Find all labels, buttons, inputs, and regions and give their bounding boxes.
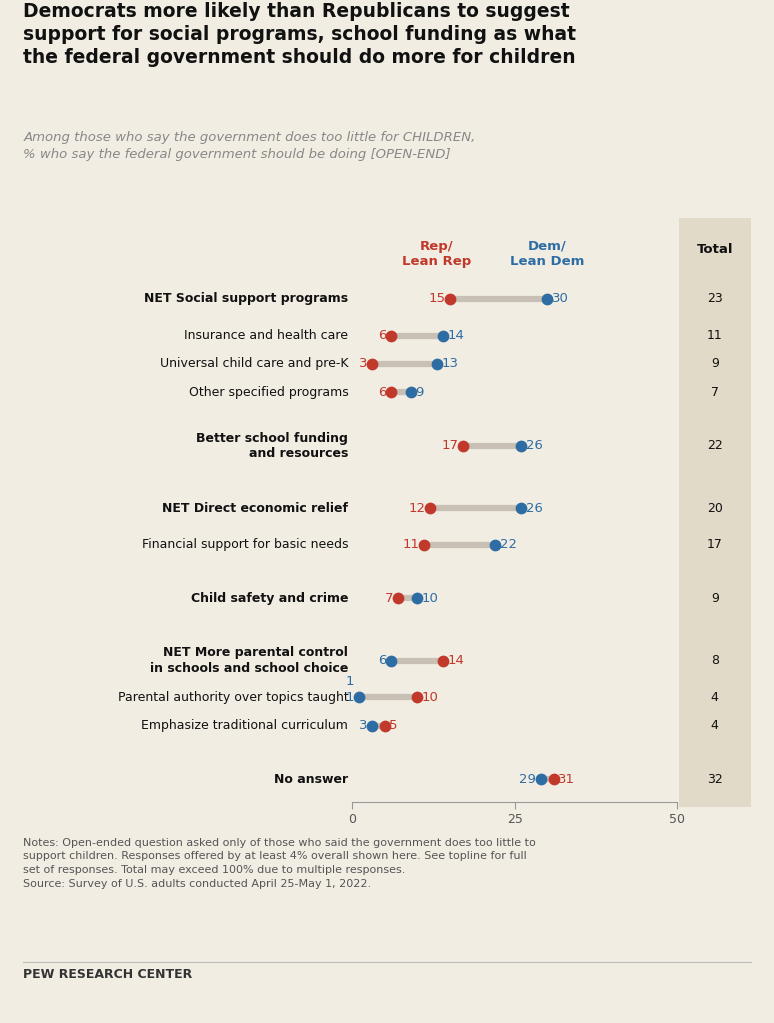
Point bbox=[405, 384, 417, 400]
Text: 30: 30 bbox=[552, 293, 569, 305]
Text: Emphasize traditional curriculum: Emphasize traditional curriculum bbox=[142, 719, 348, 732]
Point bbox=[424, 500, 437, 517]
Text: 6: 6 bbox=[378, 654, 387, 667]
Text: 11: 11 bbox=[707, 329, 723, 342]
Text: 3: 3 bbox=[358, 357, 367, 370]
Text: 11: 11 bbox=[402, 538, 420, 551]
Text: Notes: Open-ended question asked only of those who said the government does too : Notes: Open-ended question asked only of… bbox=[23, 838, 536, 889]
Point bbox=[515, 438, 527, 454]
Text: 9: 9 bbox=[415, 386, 423, 399]
Text: 8: 8 bbox=[711, 654, 719, 667]
Point bbox=[378, 717, 391, 733]
Text: 7: 7 bbox=[385, 592, 393, 605]
Text: 17: 17 bbox=[441, 439, 458, 452]
Text: 1: 1 bbox=[346, 691, 354, 704]
Text: Total: Total bbox=[697, 242, 733, 256]
Text: Parental authority over topics taught: Parental authority over topics taught bbox=[118, 691, 348, 704]
Text: 13: 13 bbox=[441, 357, 458, 370]
Point bbox=[352, 690, 365, 706]
Point bbox=[411, 690, 423, 706]
Text: NET More parental control
in schools and school choice: NET More parental control in schools and… bbox=[150, 647, 348, 675]
Text: 10: 10 bbox=[422, 592, 439, 605]
Text: 26: 26 bbox=[526, 439, 543, 452]
Point bbox=[430, 356, 443, 372]
Point bbox=[385, 384, 397, 400]
Text: Other specified programs: Other specified programs bbox=[189, 386, 348, 399]
Text: 9: 9 bbox=[711, 592, 719, 605]
Text: 7: 7 bbox=[711, 386, 719, 399]
Text: Child safety and crime: Child safety and crime bbox=[191, 592, 348, 605]
Point bbox=[444, 291, 456, 307]
Point bbox=[547, 771, 560, 788]
Text: Universal child care and pre-K: Universal child care and pre-K bbox=[159, 357, 348, 370]
Text: 26: 26 bbox=[526, 501, 543, 515]
Text: Rep/
Lean Rep: Rep/ Lean Rep bbox=[402, 239, 471, 268]
Text: 32: 32 bbox=[707, 773, 723, 786]
Point bbox=[437, 653, 450, 669]
Point bbox=[385, 653, 397, 669]
Text: Financial support for basic needs: Financial support for basic needs bbox=[142, 538, 348, 551]
Point bbox=[365, 717, 378, 733]
Point bbox=[437, 327, 450, 344]
Text: 14: 14 bbox=[447, 654, 464, 667]
Text: 6: 6 bbox=[378, 386, 387, 399]
Text: Among those who say the government does too little for CHILDREN,
% who say the f: Among those who say the government does … bbox=[23, 131, 475, 161]
Text: Insurance and health care: Insurance and health care bbox=[184, 329, 348, 342]
Point bbox=[541, 291, 553, 307]
Point bbox=[385, 327, 397, 344]
Text: PEW RESEARCH CENTER: PEW RESEARCH CENTER bbox=[23, 968, 193, 981]
Text: NET Direct economic relief: NET Direct economic relief bbox=[163, 501, 348, 515]
Point bbox=[365, 356, 378, 372]
Text: 22: 22 bbox=[500, 538, 517, 551]
Point bbox=[515, 500, 527, 517]
Text: Better school funding
and resources: Better school funding and resources bbox=[197, 432, 348, 460]
Point bbox=[417, 537, 430, 553]
Text: 9: 9 bbox=[711, 357, 719, 370]
Text: 3: 3 bbox=[358, 719, 367, 732]
Text: 4: 4 bbox=[711, 719, 719, 732]
Point bbox=[535, 771, 547, 788]
Point bbox=[457, 438, 469, 454]
Text: 17: 17 bbox=[707, 538, 723, 551]
Text: 22: 22 bbox=[707, 439, 723, 452]
Text: 6: 6 bbox=[378, 329, 387, 342]
Text: NET Social support programs: NET Social support programs bbox=[144, 293, 348, 305]
Text: No answer: No answer bbox=[274, 773, 348, 786]
Text: 29: 29 bbox=[519, 773, 536, 786]
Text: 1: 1 bbox=[346, 674, 354, 687]
Text: Dem/
Lean Dem: Dem/ Lean Dem bbox=[510, 239, 584, 268]
Text: 14: 14 bbox=[447, 329, 464, 342]
Point bbox=[489, 537, 502, 553]
Point bbox=[411, 590, 423, 607]
Text: 31: 31 bbox=[558, 773, 575, 786]
Text: 20: 20 bbox=[707, 501, 723, 515]
Text: 5: 5 bbox=[389, 719, 398, 732]
Point bbox=[392, 590, 404, 607]
Text: Democrats more likely than Republicans to suggest
support for social programs, s: Democrats more likely than Republicans t… bbox=[23, 2, 576, 66]
Text: 12: 12 bbox=[409, 501, 426, 515]
Text: 23: 23 bbox=[707, 293, 723, 305]
Text: 15: 15 bbox=[428, 293, 445, 305]
Text: 4: 4 bbox=[711, 691, 719, 704]
Text: 10: 10 bbox=[422, 691, 439, 704]
